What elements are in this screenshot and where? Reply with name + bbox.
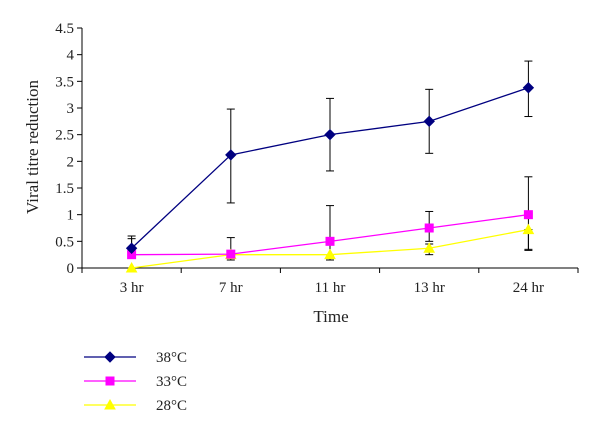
data-point [522,82,535,94]
legend-marker [105,376,115,386]
x-tick-label: 3 hr [120,280,144,296]
data-point [225,149,237,161]
y-tick-label: 3.5 [55,74,74,90]
data-point [325,236,335,246]
legend-label: 33°C [156,374,187,390]
data-point [424,223,434,233]
data-point [423,115,435,128]
x-axis-title: Time [313,307,348,326]
data-point [324,248,336,260]
legend-label: 28°C [156,398,187,414]
data-point [125,242,138,254]
data-point [523,210,533,220]
y-tick-label: 4 [67,48,75,64]
x-tick-label: 7 hr [219,280,243,296]
legend-label: 38°C [156,350,187,366]
x-tick-label: 11 hr [315,280,346,296]
y-tick-label: 0.5 [55,234,74,250]
y-tick-label: 0 [67,261,75,277]
data-point [226,249,236,259]
x-tick-labels: 3 hr 7 hr 11 hr 13 hr 24 hr [120,280,544,296]
data-point [423,242,436,253]
legend: 38°C 33°C 28°C [84,350,187,414]
error-bars [127,60,533,261]
legend-marker [104,398,116,410]
y-tick-label: 1 [67,208,75,224]
y-tick-label: 4.5 [55,21,74,37]
y-axis-title: Viral titre reduction [23,80,42,214]
x-tick-label: 24 hr [513,280,544,296]
y-tick-labels: 0 0.5 1 1.5 2 2.5 3 3.5 4 4.5 [55,21,74,277]
y-tick-label: 3 [67,101,75,117]
y-tick-label: 2 [67,154,75,170]
data-point [522,223,535,235]
series-markers [125,82,535,273]
x-tick-label: 13 hr [414,280,445,296]
y-tick-label: 1.5 [55,181,74,197]
y-tick-label: 2.5 [55,128,74,144]
data-point [125,261,138,273]
axes [77,27,579,273]
legend-marker [104,351,116,363]
data-point [324,128,336,141]
